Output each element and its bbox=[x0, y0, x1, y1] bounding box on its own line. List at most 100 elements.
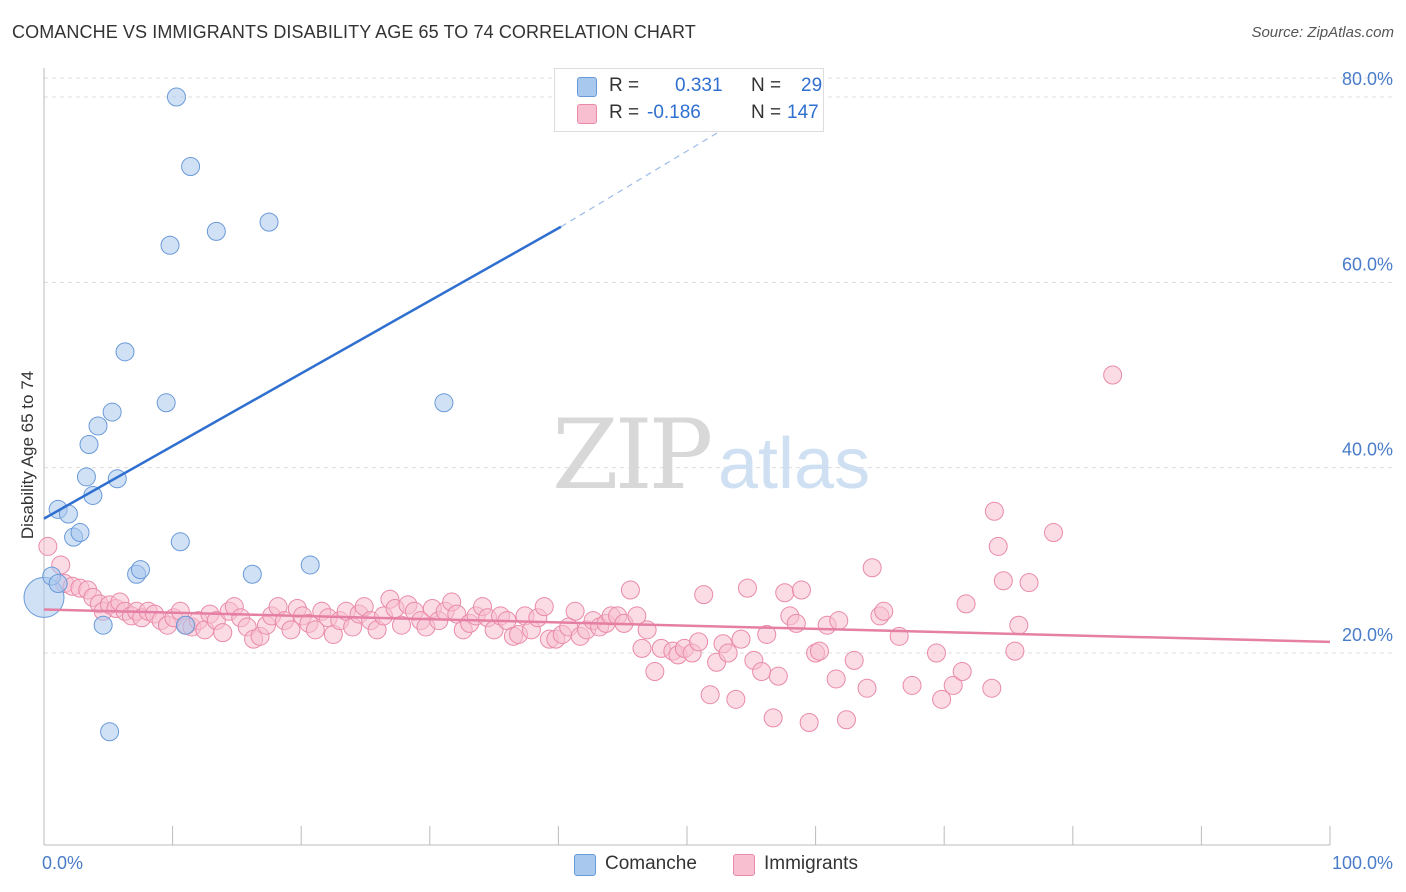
immigrants-point bbox=[718, 643, 738, 663]
comanche-point bbox=[156, 393, 176, 413]
immigrants-point bbox=[38, 536, 58, 556]
y-tick-label: 80.0% bbox=[1342, 69, 1393, 89]
y-tick-label: 20.0% bbox=[1342, 625, 1393, 645]
immigrants-point bbox=[281, 620, 301, 640]
immigrants-point bbox=[943, 675, 963, 695]
watermark-atlas: atlas bbox=[718, 424, 870, 504]
immigrants-point bbox=[737, 578, 757, 598]
immigrants-point bbox=[565, 601, 585, 621]
immigrants-point bbox=[952, 662, 972, 682]
comanche-point bbox=[76, 467, 96, 487]
immigrants-point bbox=[1044, 523, 1064, 543]
legend-r-label: R = bbox=[609, 75, 640, 96]
comanche-point bbox=[242, 564, 262, 584]
immigrants-point bbox=[982, 678, 1002, 698]
immigrants-point bbox=[926, 643, 946, 663]
immigrants-point bbox=[902, 675, 922, 695]
immigrants-point bbox=[799, 713, 819, 732]
comanche-points bbox=[23, 87, 454, 742]
comanche-point bbox=[102, 402, 122, 422]
y-tick-label: 60.0% bbox=[1342, 254, 1393, 274]
immigrants-point bbox=[752, 662, 772, 682]
comanche-point bbox=[259, 212, 279, 232]
immigrants-point bbox=[874, 601, 894, 621]
source-label: Source: ZipAtlas.com bbox=[1251, 24, 1394, 41]
bottom-legend-swatch-comanche bbox=[574, 854, 596, 876]
immigrants-point bbox=[620, 580, 640, 600]
immigrants-point bbox=[726, 689, 746, 709]
bottom-legend-label-immigrants: Immigrants bbox=[764, 853, 858, 874]
x-tick-label: 0.0% bbox=[42, 853, 83, 873]
comanche-trend-line bbox=[43, 225, 562, 520]
comanche-point bbox=[170, 532, 190, 552]
immigrants-point bbox=[993, 571, 1013, 591]
legend-n-label: N = bbox=[751, 75, 782, 96]
immigrants-point bbox=[700, 685, 720, 705]
immigrants-point bbox=[392, 615, 412, 635]
immigrants-point bbox=[932, 689, 952, 709]
trend-lines bbox=[43, 105, 1331, 644]
immigrants-point bbox=[809, 641, 829, 661]
y-tick-label: 40.0% bbox=[1342, 440, 1393, 460]
legend: R = 0.331 N = 29 R = -0.186 N = 147 bbox=[554, 68, 824, 132]
bottom-legend-swatch-immigrants bbox=[733, 854, 755, 876]
legend-r-value: -0.186 bbox=[647, 102, 701, 123]
immigrants-point bbox=[645, 662, 665, 682]
comanche-point bbox=[100, 722, 120, 742]
immigrants-point bbox=[836, 710, 856, 730]
immigrants-point bbox=[956, 594, 976, 614]
immigrants-point bbox=[213, 623, 233, 643]
legend-n-label: N = bbox=[751, 102, 782, 123]
comanche-point bbox=[48, 574, 68, 593]
y-tick-labels: 20.0% 40.0% 60.0% 80.0% bbox=[1342, 69, 1393, 645]
watermark: ZIP atlas bbox=[552, 399, 870, 511]
immigrants-point bbox=[826, 669, 846, 689]
immigrants-point bbox=[768, 666, 788, 686]
watermark-zip: ZIP bbox=[552, 399, 711, 511]
comanche-point bbox=[206, 221, 226, 241]
comanche-point bbox=[175, 615, 195, 635]
comanche-point bbox=[166, 87, 186, 107]
comanche-point bbox=[70, 523, 90, 543]
immigrants-point bbox=[984, 501, 1004, 521]
immigrants-point bbox=[829, 611, 849, 631]
legend-n-value: 29 bbox=[801, 75, 823, 96]
immigrants-point bbox=[1009, 615, 1029, 635]
immigrants-point bbox=[1103, 365, 1123, 385]
comanche-point bbox=[181, 157, 201, 176]
comanche-point bbox=[300, 555, 320, 575]
immigrants-point bbox=[1019, 573, 1039, 593]
grid-lines bbox=[44, 77, 1392, 654]
comanche-point bbox=[434, 393, 454, 413]
axes bbox=[43, 68, 1331, 846]
immigrants-point bbox=[862, 558, 882, 578]
immigrants-point bbox=[632, 638, 652, 658]
immigrants-point bbox=[305, 620, 325, 640]
comanche-point bbox=[115, 342, 135, 362]
immigrants-point bbox=[1005, 641, 1025, 661]
immigrants-point bbox=[857, 678, 877, 698]
bottom-legend-label-comanche: Comanche bbox=[605, 853, 697, 874]
immigrants-point bbox=[988, 536, 1008, 556]
legend-swatch-immigrants bbox=[577, 104, 597, 124]
y-axis-label: Disability Age 65 to 74 bbox=[18, 371, 37, 539]
immigrants-point bbox=[775, 583, 795, 603]
comanche-point bbox=[88, 416, 108, 436]
immigrants-point bbox=[791, 580, 811, 600]
legend-swatch-comanche bbox=[577, 77, 597, 97]
immigrants-point bbox=[757, 624, 777, 644]
immigrants-points bbox=[38, 365, 1123, 732]
immigrants-point bbox=[763, 708, 783, 728]
immigrants-point bbox=[534, 597, 554, 617]
comanche-point bbox=[93, 615, 113, 635]
comanche-point bbox=[130, 560, 150, 580]
comanche-point bbox=[79, 435, 99, 454]
immigrants-point bbox=[731, 629, 751, 649]
comanche-point bbox=[160, 235, 180, 255]
x-tick-labels: 0.0% 100.0% bbox=[42, 853, 1393, 873]
legend-r-label: R = bbox=[609, 102, 640, 123]
x-tick-label: 100.0% bbox=[1332, 853, 1393, 873]
legend-n-value: 147 bbox=[787, 102, 819, 123]
immigrants-trend-line bbox=[43, 608, 1331, 644]
